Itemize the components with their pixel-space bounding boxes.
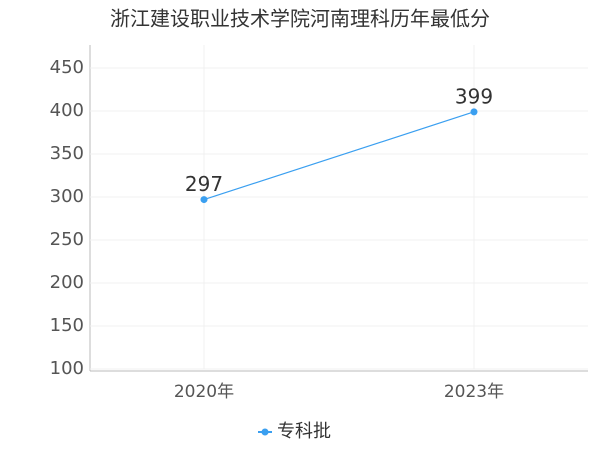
y-tick-label: 450 xyxy=(50,57,84,78)
x-tick-label: 2023年 xyxy=(444,382,504,402)
chart-title: 浙江建设职业技术学院河南理科历年最低分 xyxy=(110,7,490,31)
y-tick-label: 200 xyxy=(50,272,84,293)
legend-label: 专科批 xyxy=(277,421,331,442)
y-tick-label: 300 xyxy=(50,186,84,207)
y-tick-label: 150 xyxy=(50,315,84,336)
data-label: 399 xyxy=(455,84,493,108)
data-point xyxy=(470,108,478,116)
x-tick-label: 2020年 xyxy=(174,382,234,402)
data-label: 297 xyxy=(185,172,223,196)
series-line xyxy=(203,111,475,201)
y-tick-label: 350 xyxy=(50,143,84,164)
legend-marker xyxy=(261,428,269,436)
y-tick-label: 250 xyxy=(50,229,84,250)
data-point xyxy=(200,196,208,204)
y-tick-label: 100 xyxy=(50,358,84,379)
y-tick-label: 400 xyxy=(50,100,84,121)
